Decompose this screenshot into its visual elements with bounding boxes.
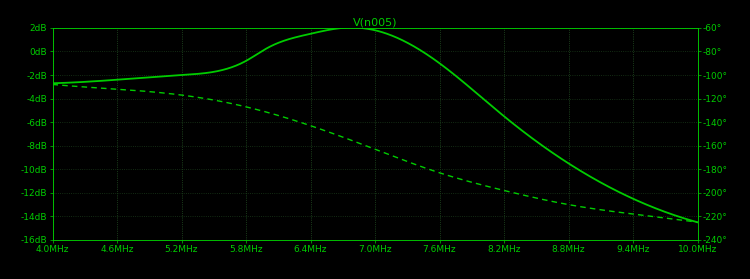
Title: V(n005): V(n005): [352, 17, 398, 27]
